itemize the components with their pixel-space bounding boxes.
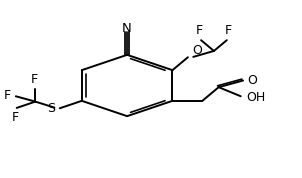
Text: F: F xyxy=(31,73,38,86)
Text: O: O xyxy=(192,44,202,57)
Text: F: F xyxy=(196,24,203,37)
Text: S: S xyxy=(47,102,55,115)
Text: N: N xyxy=(122,22,132,35)
Text: F: F xyxy=(12,111,19,124)
Text: F: F xyxy=(225,24,232,37)
Text: O: O xyxy=(248,74,257,87)
Text: OH: OH xyxy=(246,91,265,104)
Text: F: F xyxy=(3,89,11,102)
